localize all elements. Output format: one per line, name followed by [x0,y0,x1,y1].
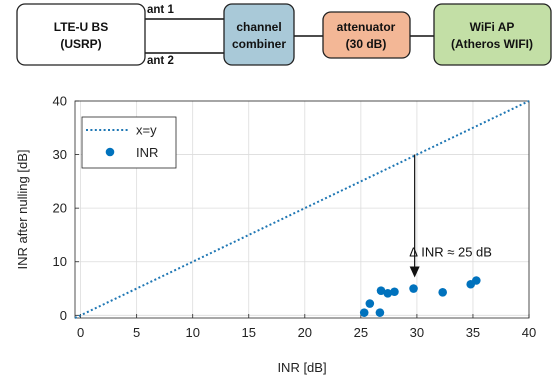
port-label-ant2: ant 2 [147,55,174,67]
data-point [390,287,399,297]
annotation-label: ∆ INR ≈ 25 dB [410,244,492,259]
annotation: ∆ INR ≈ 25 dB [409,154,492,278]
block-lte-u-bs-line1: LTE-U BS [54,20,108,34]
x-tick-label: 0 [77,325,84,340]
y-axis-label: INR after nulling [dB] [15,150,30,270]
block-channel-combiner-line1: channel [236,20,281,34]
x-tick-label: 25 [354,325,368,340]
x-tick-label: 20 [298,325,312,340]
data-point [365,299,375,308]
series-inr-points [359,276,481,317]
data-point [409,284,418,293]
data-point [472,276,481,285]
data-point [359,308,369,317]
block-wifi-ap-line1: WiFi AP [470,20,515,34]
block-wifi-ap: WiFi AP (Atheros WIFI) [433,3,552,66]
x-tick-label: 15 [242,325,256,340]
block-attenuator: attenuator (30 dB) [322,11,411,59]
block-wifi-ap-line2: (Atheros WIFI) [451,37,533,51]
reference-line-x-equals-y [74,100,530,319]
block-attenuator-line1: attenuator [337,20,396,34]
legend-box [81,116,177,169]
legend: x=y INR [81,116,177,169]
y-tick-label: 20 [53,201,67,216]
annotation-arrow-head [409,266,420,278]
y-tick-label: 10 [53,254,67,269]
legend-label-x-equals-y: x=y [136,123,157,138]
y-tick-label: 0 [60,308,67,323]
x-tick-label: 35 [466,325,480,340]
y-tick-label: 30 [53,147,67,162]
x-tick-label: 10 [185,325,199,340]
data-point [438,287,447,297]
block-channel-combiner: channel combiner [223,3,295,66]
legend-label-inr: INR [136,145,158,160]
inr-scatter-chart: 0 5 10 15 20 25 30 35 40 0 10 20 30 40 ∆ INR ≈ 25 dB… [15,94,536,376]
block-wifi-ap-box [433,3,552,66]
legend-swatch-inr [105,147,115,157]
data-point [376,286,386,295]
port-label-ant1: ant 1 [147,4,174,16]
x-tick-label: 5 [133,325,140,340]
block-attenuator-line2: (30 dB) [346,37,387,51]
block-lte-u-bs: LTE-U BS (USRP) [16,3,146,66]
block-channel-combiner-box [223,3,295,66]
block-attenuator-box [322,11,411,59]
data-point [383,289,393,298]
block-lte-u-bs-box [16,3,146,66]
setup-diagram: LTE-U BS (USRP) channel combiner attenua… [16,3,552,67]
x-tick-label: 30 [410,325,424,340]
y-ticks: 0 10 20 30 40 [53,94,79,323]
block-channel-combiner-line2: combiner [232,37,286,51]
block-lte-u-bs-line2: (USRP) [60,37,101,51]
y-tick-label: 40 [53,94,67,109]
plot-frame [74,100,530,319]
x-tick-label: 40 [522,325,536,340]
x-axis-label: INR [dB] [277,360,326,375]
data-point [375,308,385,317]
